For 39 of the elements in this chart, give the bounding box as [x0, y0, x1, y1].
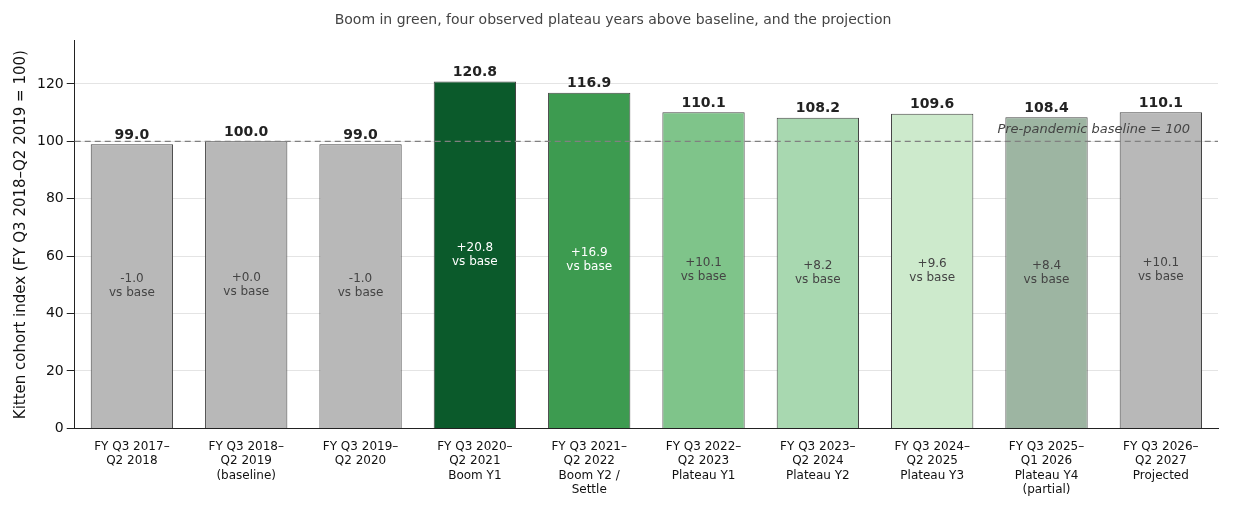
- x-tick-label: FY Q3 2025– Q1 2026 Plateau Y4 (partial): [1008, 438, 1085, 496]
- data-label: 99.0: [343, 125, 379, 142]
- data-label: 108.4: [1024, 98, 1069, 115]
- x-tick-label: FY Q3 2024– Q2 2025 Plateau Y3: [894, 438, 970, 482]
- data-label: 110.1: [1138, 93, 1183, 110]
- x-tick-label: FY Q3 2023– Q2 2024 Plateau Y2: [780, 438, 856, 482]
- data-label: 100.0: [224, 122, 269, 139]
- annotation: +16.9 vs base: [566, 245, 613, 274]
- x-tick-label: FY Q3 2019– Q2 2020: [322, 438, 399, 468]
- x-tick-label: FY Q3 2021– Q2 2022 Boom Y2 / Settle: [551, 438, 627, 496]
- data-label: 120.8: [452, 63, 498, 80]
- y-tick-label: 80: [45, 189, 64, 206]
- annotation: +8.4 vs base: [1023, 257, 1070, 286]
- data-label: 116.9: [567, 74, 612, 91]
- x-tick-label: FY Q3 2017– Q2 2018: [94, 438, 170, 468]
- data-label: 108.2: [795, 99, 840, 116]
- data-label: 99.0: [114, 125, 150, 142]
- x-tick-label: FY Q3 2020– Q2 2021 Boom Y1: [437, 438, 513, 482]
- annotation: +20.8 vs base: [451, 239, 498, 268]
- data-label: 110.1: [681, 93, 726, 110]
- data-label: 109.6: [910, 95, 955, 112]
- annotation: +10.1 vs base: [1137, 255, 1184, 284]
- annotation: -1.0 vs base: [108, 271, 155, 300]
- annotation: +9.6 vs base: [909, 255, 956, 284]
- x-tick-label: FY Q3 2022– Q2 2023 Plateau Y1: [665, 438, 742, 482]
- y-tick-label: 0: [54, 419, 64, 436]
- x-tick-label: FY Q3 2026– Q2 2027 Projected: [1123, 438, 1199, 482]
- y-tick-label: 100: [36, 131, 64, 148]
- y-tick-label: 40: [45, 304, 64, 321]
- y-tick-label: 60: [45, 246, 64, 263]
- annotation: +8.2 vs base: [794, 257, 841, 286]
- y-tick-label: 20: [45, 361, 64, 378]
- x-tick-label: FY Q3 2018– Q2 2019 (baseline): [208, 438, 284, 482]
- y-axis-title: Kitten cohort index (FY Q3 2018–Q2 2019 = 100): [10, 50, 29, 420]
- y-tick-label: 120: [36, 74, 64, 91]
- chart-title: Boom in green, four observed plateau years above baseline, and the projection: [334, 11, 892, 28]
- annotation: +10.1 vs base: [680, 255, 727, 284]
- annotation: -1.0 vs base: [337, 271, 384, 300]
- annotation: +0.0 vs base: [223, 269, 270, 298]
